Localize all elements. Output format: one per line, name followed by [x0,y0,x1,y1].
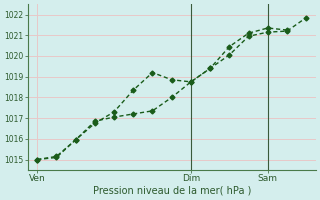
X-axis label: Pression niveau de la mer( hPa ): Pression niveau de la mer( hPa ) [92,186,251,196]
